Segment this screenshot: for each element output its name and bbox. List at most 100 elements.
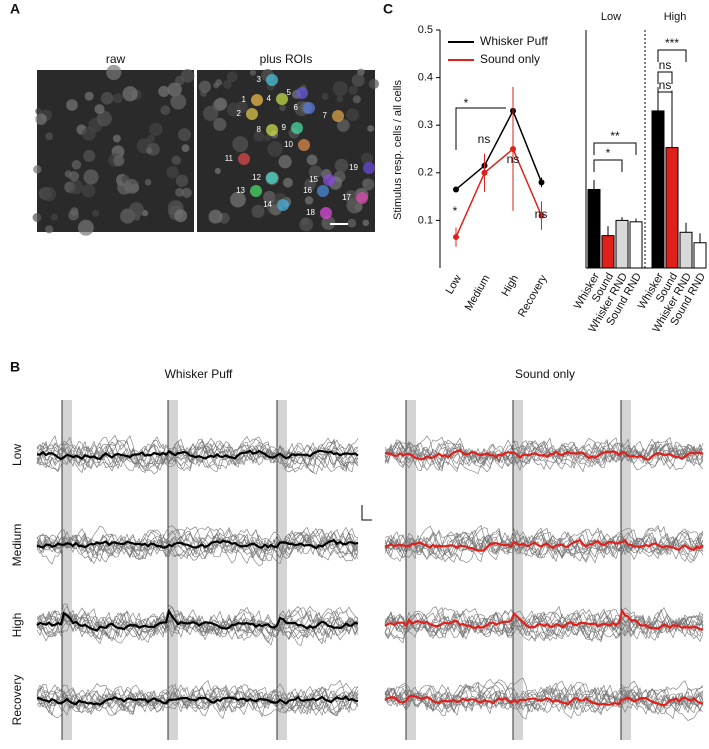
- cell-texture: [279, 104, 286, 112]
- trace: [384, 440, 704, 470]
- trace: [384, 435, 704, 475]
- cell-texture: [41, 187, 56, 202]
- stimulus-band: [621, 400, 631, 740]
- cell-texture: [198, 80, 212, 93]
- stimulus-band: [406, 400, 416, 740]
- cell-texture: [308, 165, 323, 179]
- cell-texture: [253, 130, 265, 142]
- roi-label: 5: [287, 88, 292, 97]
- stimulus-band: [62, 400, 72, 740]
- trace: [384, 525, 704, 562]
- cell-texture: [122, 86, 138, 102]
- roi-label: 17: [342, 193, 351, 202]
- cell-texture: [77, 219, 94, 236]
- trace: [384, 607, 704, 641]
- cell-texture: [50, 213, 58, 221]
- annotation: ns: [659, 78, 672, 92]
- cell-texture: [249, 69, 257, 76]
- trace: [36, 436, 359, 473]
- trace: [384, 687, 704, 720]
- trace: [36, 526, 359, 567]
- cell-texture: [174, 209, 188, 223]
- trace: [36, 679, 359, 714]
- cell-texture: [348, 85, 358, 95]
- mean-trace: [37, 449, 359, 461]
- roi: [266, 172, 278, 184]
- roi: [238, 153, 250, 165]
- sig-bracket: [657, 49, 687, 62]
- series-line: [455, 109, 543, 191]
- bar: [651, 110, 665, 269]
- cell-texture: [71, 159, 82, 170]
- cell-texture: [92, 209, 100, 217]
- cell-texture: [264, 134, 271, 142]
- bar: [693, 242, 707, 269]
- roi: [276, 93, 288, 105]
- trace: [384, 527, 704, 563]
- cell-texture: [282, 177, 293, 188]
- annotation: ***: [665, 36, 679, 50]
- row-label: High: [10, 613, 24, 638]
- cell-texture: [235, 101, 248, 114]
- cell-texture: [171, 155, 182, 166]
- trace: [384, 437, 704, 471]
- cell-texture: [45, 225, 54, 234]
- point: [481, 169, 488, 176]
- annotation: ns: [659, 58, 672, 72]
- roi-label: 8: [257, 125, 262, 134]
- cell-texture: [214, 167, 221, 175]
- cell-texture: [32, 213, 42, 222]
- cell-texture: [352, 95, 361, 104]
- trace: [36, 606, 359, 641]
- mean-trace: [384, 694, 704, 707]
- cell-texture: [81, 126, 96, 141]
- trace-title: Sound only: [515, 367, 575, 381]
- cell-texture: [346, 108, 359, 122]
- trace: [36, 688, 359, 719]
- trace: [384, 610, 704, 640]
- cell-texture: [344, 190, 358, 204]
- cell-texture: [304, 196, 314, 205]
- sig-bracket: [657, 91, 673, 104]
- trace: [36, 526, 359, 559]
- trace: [36, 685, 359, 716]
- cell-texture: [351, 73, 365, 87]
- roi: [332, 110, 344, 122]
- cell-texture: [332, 80, 348, 97]
- cell-texture: [263, 190, 276, 204]
- point: [538, 212, 545, 219]
- roi-label: 7: [323, 111, 328, 120]
- cell-texture: [83, 169, 99, 185]
- trace: [36, 609, 359, 641]
- cell-texture: [321, 92, 329, 101]
- cell-texture: [213, 117, 227, 131]
- y-tick-label: 0.1: [418, 214, 433, 226]
- cell-texture: [113, 155, 125, 167]
- roi: [320, 207, 332, 219]
- cell-texture: [304, 178, 316, 191]
- cell-texture: [226, 71, 238, 83]
- mean-trace: [384, 608, 704, 631]
- cell-texture: [368, 78, 379, 89]
- cell-texture: [175, 187, 184, 197]
- cell-texture: [100, 91, 114, 105]
- sig-bracket: [657, 71, 673, 84]
- cell-texture: [70, 207, 79, 216]
- cell-texture: [35, 113, 47, 125]
- bar: [679, 231, 693, 269]
- row-label: Medium: [10, 524, 24, 567]
- panel-label: A: [10, 1, 20, 17]
- trace: [36, 686, 359, 716]
- cell-texture: [64, 181, 74, 191]
- cell-texture: [175, 174, 189, 188]
- cell-texture: [166, 166, 179, 179]
- cell-texture: [336, 95, 344, 103]
- point: [453, 234, 459, 241]
- roi-label: 12: [252, 173, 261, 182]
- roi: [246, 108, 258, 120]
- cell-texture: [68, 171, 80, 182]
- series-line: [455, 147, 543, 238]
- cell-texture: [45, 132, 53, 141]
- cell-texture: [181, 187, 192, 198]
